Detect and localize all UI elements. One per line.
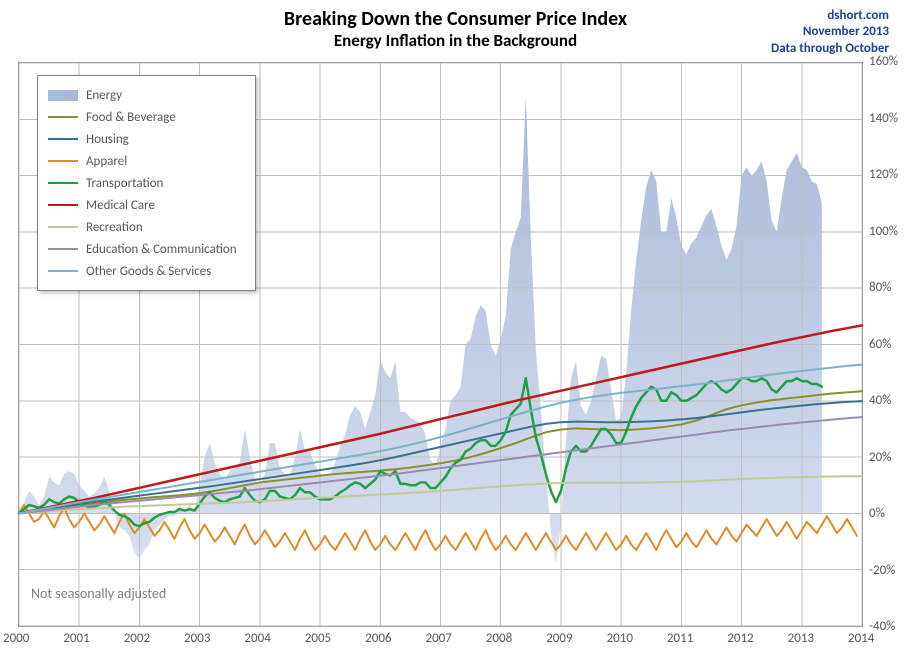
legend-item: Recreation — [48, 216, 237, 238]
legend-swatch — [48, 154, 78, 168]
legend-item: Other Goods & Services — [48, 260, 237, 282]
x-tick-label: 2013 — [788, 631, 814, 646]
legend-label: Energy — [86, 88, 122, 103]
y-tick-label: 0% — [869, 506, 885, 521]
legend-swatch — [48, 198, 78, 212]
legend-label: Transportation — [86, 176, 163, 191]
x-tick-label: 2010 — [607, 631, 633, 646]
legend-swatch — [48, 264, 78, 278]
x-tick-label: 2004 — [244, 631, 270, 646]
y-tick-label: 120% — [869, 167, 898, 182]
x-tick-label: 2001 — [63, 631, 89, 646]
y-tick-label: 40% — [869, 393, 891, 408]
legend-item: Energy — [48, 84, 237, 106]
legend-label: Other Goods & Services — [86, 264, 211, 279]
legend-item: Education & Communication — [48, 238, 237, 260]
x-tick-label: 2008 — [486, 631, 512, 646]
y-tick-label: 20% — [869, 450, 891, 465]
legend-label: Education & Communication — [86, 242, 237, 257]
attr-site: dshort.com — [771, 8, 889, 24]
legend-swatch — [48, 88, 78, 102]
legend-label: Housing — [86, 132, 129, 147]
legend-swatch — [48, 132, 78, 146]
legend-swatch — [48, 110, 78, 124]
legend-swatch — [48, 242, 78, 256]
x-tick-label: 2009 — [546, 631, 572, 646]
plot-area: Energy Food & Beverage Housing Apparel Trans… — [18, 62, 863, 627]
legend-label: Food & Beverage — [86, 110, 176, 125]
legend-item: Medical Care — [48, 194, 237, 216]
attr-date: November 2013 — [771, 24, 889, 40]
y-tick-label: -20% — [869, 563, 895, 578]
y-tick-label: 140% — [869, 111, 898, 126]
y-tick-label: 160% — [869, 54, 898, 69]
legend: Energy Food & Beverage Housing Apparel Trans… — [37, 75, 256, 291]
legend-swatch — [48, 220, 78, 234]
attribution-block: dshort.com November 2013 Data through Oc… — [771, 8, 889, 57]
y-tick-label: -40% — [869, 619, 895, 634]
legend-item: Apparel — [48, 150, 237, 172]
y-tick-label: 60% — [869, 337, 891, 352]
x-tick-label: 2011 — [667, 631, 693, 646]
footnote: Not seasonally adjusted — [31, 585, 166, 602]
legend-item: Housing — [48, 128, 237, 150]
chart-container: Breaking Down the Consumer Price Index E… — [0, 0, 911, 662]
legend-item: Transportation — [48, 172, 237, 194]
legend-swatch — [48, 176, 78, 190]
x-tick-label: 2002 — [124, 631, 150, 646]
x-tick-label: 2003 — [184, 631, 210, 646]
x-tick-label: 2012 — [727, 631, 753, 646]
legend-label: Apparel — [86, 154, 127, 169]
legend-label: Medical Care — [86, 198, 155, 213]
x-tick-label: 2007 — [426, 631, 452, 646]
x-tick-label: 2000 — [3, 631, 29, 646]
legend-label: Recreation — [86, 220, 143, 235]
y-tick-label: 80% — [869, 280, 891, 295]
x-tick-label: 2006 — [365, 631, 391, 646]
legend-item: Food & Beverage — [48, 106, 237, 128]
x-tick-label: 2005 — [305, 631, 331, 646]
y-tick-label: 100% — [869, 224, 898, 239]
